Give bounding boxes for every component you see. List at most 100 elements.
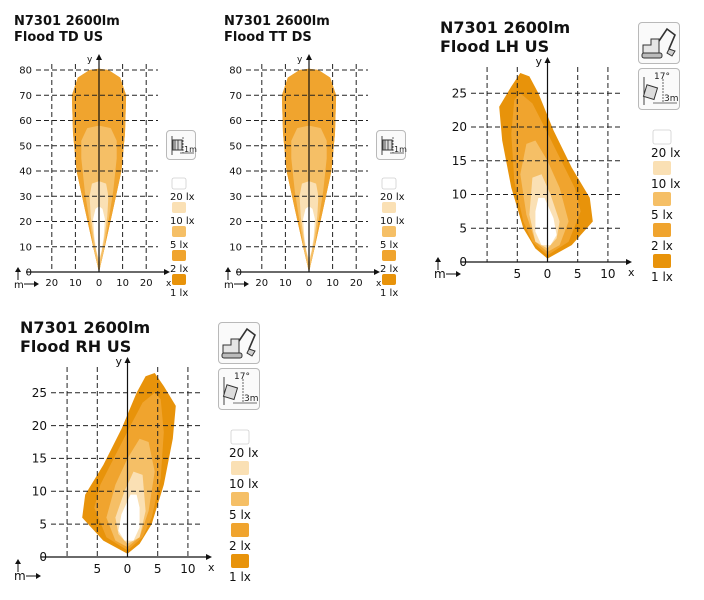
y-axis-label: y: [116, 355, 123, 368]
legend-swatch-5lx: [382, 226, 396, 237]
x-tick-label: 10: [69, 278, 82, 289]
x-tick-label: 5: [154, 562, 162, 576]
x-tick-label: 0: [96, 278, 102, 289]
excavator-icon: [218, 322, 260, 364]
legend-swatch-5lx: [231, 492, 249, 506]
legend-swatch-5lx: [172, 226, 186, 237]
work-light-mount-1m-icon: 1m: [166, 130, 197, 160]
unit-arrowhead-right: [456, 271, 461, 277]
y-tick-label: 70: [229, 91, 242, 102]
y-axis-label: y: [297, 55, 303, 65]
x-axis-arrow: [164, 269, 170, 275]
x-tick-label: 10: [326, 278, 339, 289]
y-tick-label: 15: [32, 452, 47, 466]
legend-swatch-10lx: [382, 202, 396, 213]
isolux-contour-20lx: [535, 197, 557, 246]
legend-swatch-10lx: [172, 202, 186, 213]
legend-label: 2 lx: [170, 264, 188, 275]
legend-label: 5 lx: [229, 508, 251, 522]
y-tick-label: 5: [39, 517, 47, 531]
x-tick-label: 5: [93, 562, 101, 576]
legend-label: 1 lx: [380, 288, 398, 299]
isolux-chart-td: y x 0 10 20 30 40 50 60 70 80 20 10 0 10 20 m 20 lx 10 lx 5…: [14, 54, 195, 299]
unit-arrowhead-right: [36, 573, 41, 579]
isolux-chart-tt: y x 0 10 20 30 40 50 60 70 80 20 10 0 10 20 m 20 lx 10 lx 5…: [224, 54, 405, 299]
y-tick-label: 25: [32, 386, 47, 400]
x-tick-label: 0: [124, 562, 132, 576]
chart-title-line1: N7301 2600lm: [14, 14, 120, 29]
chart-title: N7301 2600lm Flood TT DS: [224, 14, 330, 45]
y-tick-label: 20: [32, 419, 47, 433]
legend-swatch-20lx: [171, 177, 187, 190]
legend-label: 2 lx: [380, 264, 398, 275]
legend-swatch-1lx: [382, 274, 396, 285]
excavator-icon: [638, 22, 680, 64]
x-tick-label: 5: [513, 267, 521, 281]
y-tick-label: 40: [19, 167, 32, 178]
legend-swatch-2lx: [653, 223, 671, 237]
y-tick-label: 10: [32, 484, 47, 498]
y-axis-label: y: [536, 55, 543, 68]
legend-swatch-5lx: [653, 192, 671, 206]
y-tick-label: 20: [19, 217, 32, 228]
x-tick-label: 10: [279, 278, 292, 289]
x-tick-label: 10: [180, 562, 195, 576]
unit-label: m: [14, 280, 24, 291]
y-tick-label: 40: [229, 167, 242, 178]
chart-panel-tt: N7301 2600lm Flood TT DS y x 0 10 20 30 40 50 60…: [210, 0, 440, 300]
y-tick-label: 20: [229, 217, 242, 228]
chart-title-line1: N7301 2600lm: [440, 18, 571, 37]
legend-label: 2 lx: [651, 239, 673, 253]
legend-swatch-2lx: [382, 250, 396, 261]
y-tick-label: 10: [229, 242, 242, 253]
legend-label: 20 lx: [380, 192, 405, 203]
y-tick-label: 30: [229, 192, 242, 203]
chart-title-line2: Flood TT DS: [224, 29, 312, 45]
legend-label: 20 lx: [170, 192, 195, 203]
y-axis-label: y: [87, 55, 93, 65]
legend-swatch-2lx: [231, 523, 249, 537]
y-axis-arrow: [306, 54, 312, 60]
y-axis-arrow: [96, 54, 102, 60]
x-tick-label: 20: [255, 278, 268, 289]
legend-label: 1 lx: [651, 270, 673, 284]
unit-arrowhead-up: [435, 257, 441, 262]
legend-label: 20 lx: [651, 146, 681, 160]
y-tick-label: 50: [19, 141, 32, 152]
y-tick-label: 5: [459, 221, 467, 235]
legend-label: 20 lx: [229, 446, 259, 460]
y-tick-label: 0: [459, 255, 467, 269]
icon-height-label: 1m: [184, 145, 197, 154]
y-tick-label: 10: [19, 242, 32, 253]
chart-title: N7301 2600lm Flood LH US: [440, 18, 570, 56]
x-tick-label: 20: [140, 278, 153, 289]
legend-label: 2 lx: [229, 539, 251, 553]
cab-tilt-17deg-3m-icon: 17° 3m: [218, 368, 260, 410]
chart-title-line1: N7301 2600lm: [224, 14, 330, 29]
chart-title-line2: Flood LH US: [440, 37, 550, 57]
icon-height-label: 3m: [244, 394, 259, 404]
unit-arrowhead-up: [15, 559, 21, 564]
unit-label: m: [14, 569, 26, 583]
work-light-mount-1m-icon: 1m: [376, 130, 407, 160]
x-tick-label: 10: [600, 267, 615, 281]
legend-label: 1 lx: [170, 288, 188, 299]
icon-angle-label: 17°: [654, 72, 670, 82]
unit-arrowhead-up: [225, 267, 231, 272]
icon-angle-label: 17°: [234, 372, 250, 382]
x-tick-label: 5: [574, 267, 582, 281]
x-axis-arrow: [626, 259, 632, 265]
unit-arrowhead-up: [15, 267, 21, 272]
y-tick-label: 30: [19, 192, 32, 203]
y-tick-label: 15: [452, 154, 467, 168]
legend-swatch-1lx: [231, 554, 249, 568]
x-tick-label: 20: [45, 278, 58, 289]
y-tick-label: 0: [39, 550, 47, 564]
legend-label: 5 lx: [651, 208, 673, 222]
chart-title: N7301 2600lm Flood TD US: [14, 14, 120, 45]
x-tick-label: 0: [306, 278, 312, 289]
chart-panel-td: N7301 2600lm Flood TD US y x 0 10 20 30 40 50 60…: [0, 0, 230, 300]
legend-label: 5 lx: [380, 240, 398, 251]
x-axis-arrow: [374, 269, 380, 275]
y-tick-label: 80: [229, 66, 242, 77]
